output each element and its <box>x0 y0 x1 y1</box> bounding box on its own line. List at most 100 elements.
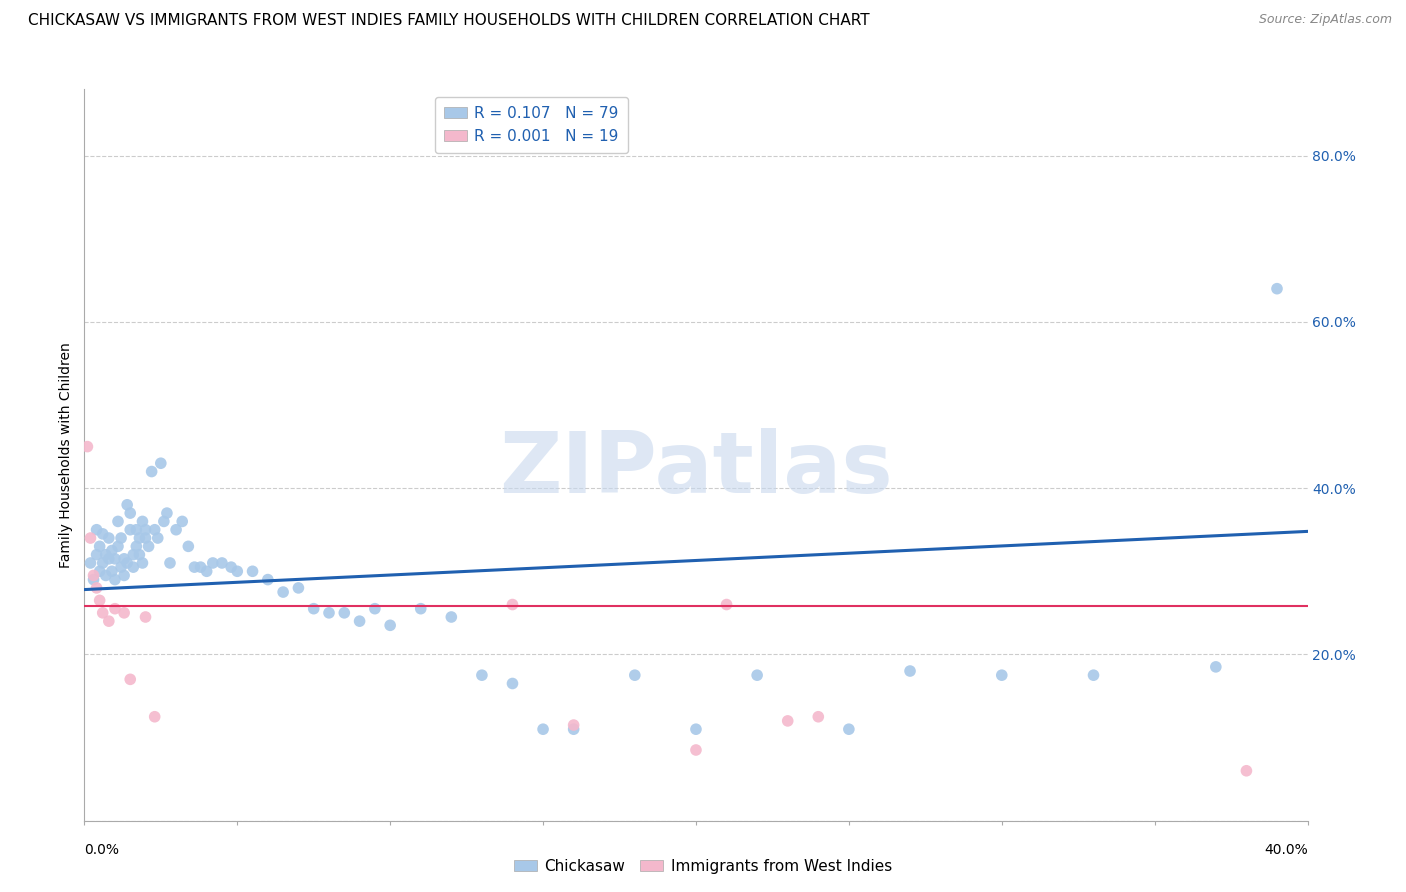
Point <box>94 568 117 582</box>
Point <box>146 531 169 545</box>
Point <box>79 531 101 545</box>
Point <box>128 531 150 545</box>
Point <box>79 556 101 570</box>
Point <box>122 548 145 562</box>
Point <box>143 710 166 724</box>
Point <box>97 551 120 566</box>
Point <box>112 606 135 620</box>
Point <box>502 676 524 690</box>
Point <box>83 573 105 587</box>
Point <box>440 610 463 624</box>
Point <box>1205 660 1227 674</box>
Point <box>89 564 111 578</box>
Point <box>201 556 224 570</box>
Point <box>190 560 212 574</box>
Point <box>115 556 138 570</box>
Legend: Chickasaw, Immigrants from West Indies: Chickasaw, Immigrants from West Indies <box>508 853 898 880</box>
Text: Source: ZipAtlas.com: Source: ZipAtlas.com <box>1258 13 1392 27</box>
Point <box>562 723 585 737</box>
Point <box>143 523 166 537</box>
Point <box>104 601 127 615</box>
Point <box>898 664 921 678</box>
Point <box>101 543 124 558</box>
Point <box>120 673 142 687</box>
Point <box>131 556 153 570</box>
Text: CHICKASAW VS IMMIGRANTS FROM WEST INDIES FAMILY HOUSEHOLDS WITH CHILDREN CORRELA: CHICKASAW VS IMMIGRANTS FROM WEST INDIES… <box>28 13 870 29</box>
Point <box>101 564 124 578</box>
Point <box>135 523 157 537</box>
Point <box>138 539 160 553</box>
Legend: R = 0.107   N = 79, R = 0.001   N = 19: R = 0.107 N = 79, R = 0.001 N = 19 <box>434 97 627 153</box>
Point <box>1236 764 1258 778</box>
Point <box>89 539 111 553</box>
Text: ZIPatlas: ZIPatlas <box>499 428 893 511</box>
Point <box>91 556 114 570</box>
Point <box>125 539 148 553</box>
Point <box>91 527 114 541</box>
Point <box>112 568 135 582</box>
Point <box>112 551 135 566</box>
Point <box>333 606 356 620</box>
Point <box>122 560 145 574</box>
Point <box>471 668 494 682</box>
Point <box>83 568 105 582</box>
Point <box>97 614 120 628</box>
Point <box>141 465 163 479</box>
Point <box>86 523 108 537</box>
Point <box>110 531 132 545</box>
Point <box>1083 668 1105 682</box>
Point <box>502 598 524 612</box>
Point <box>104 551 127 566</box>
Point <box>838 723 860 737</box>
Point <box>531 723 554 737</box>
Point <box>318 606 340 620</box>
Point <box>211 556 233 570</box>
Point <box>165 523 187 537</box>
Point <box>195 564 218 578</box>
Point <box>97 531 120 545</box>
Point <box>156 506 179 520</box>
Point <box>991 668 1014 682</box>
Point <box>125 523 148 537</box>
Point <box>128 548 150 562</box>
Text: 0.0%: 0.0% <box>84 843 120 857</box>
Point <box>562 718 585 732</box>
Point <box>149 456 172 470</box>
Point <box>104 573 127 587</box>
Point <box>107 539 129 553</box>
Point <box>271 585 294 599</box>
Point <box>624 668 647 682</box>
Point <box>172 515 194 529</box>
Point <box>409 601 432 615</box>
Point <box>86 581 108 595</box>
Point <box>135 531 157 545</box>
Y-axis label: Family Households with Children: Family Households with Children <box>59 342 73 568</box>
Point <box>349 614 371 628</box>
Point <box>107 515 129 529</box>
Point <box>380 618 402 632</box>
Point <box>120 506 142 520</box>
Point <box>364 601 387 615</box>
Point <box>86 548 108 562</box>
Point <box>76 440 98 454</box>
Point <box>685 743 707 757</box>
Point <box>153 515 176 529</box>
Point <box>159 556 181 570</box>
Point <box>302 601 325 615</box>
Point <box>120 523 142 537</box>
Point <box>1265 282 1288 296</box>
Text: 40.0%: 40.0% <box>1264 843 1308 857</box>
Point <box>131 515 153 529</box>
Point <box>685 723 707 737</box>
Point <box>94 548 117 562</box>
Point <box>776 714 799 728</box>
Point <box>807 710 830 724</box>
Point <box>135 610 157 624</box>
Point <box>257 573 280 587</box>
Point <box>110 560 132 574</box>
Point <box>716 598 738 612</box>
Point <box>219 560 242 574</box>
Point <box>242 564 264 578</box>
Point <box>91 606 114 620</box>
Point <box>747 668 769 682</box>
